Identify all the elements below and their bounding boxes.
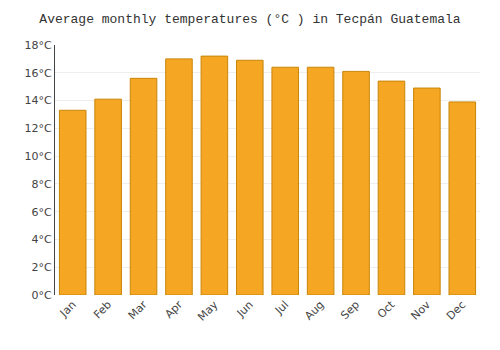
- svg-text:Oct: Oct: [375, 298, 398, 321]
- svg-text:Apr: Apr: [162, 298, 185, 321]
- svg-text:Average monthly temperatures (: Average monthly temperatures (°C ) in Te…: [39, 12, 460, 27]
- svg-text:Sep: Sep: [338, 298, 362, 322]
- svg-text:18°C: 18°C: [25, 39, 52, 52]
- svg-text:12°C: 12°C: [25, 122, 52, 135]
- svg-text:May: May: [195, 298, 221, 324]
- svg-text:Aug: Aug: [302, 298, 326, 322]
- svg-text:Mar: Mar: [126, 298, 150, 322]
- svg-text:4°C: 4°C: [32, 233, 52, 246]
- svg-text:0°C: 0°C: [32, 289, 52, 302]
- svg-text:Feb: Feb: [91, 298, 114, 321]
- svg-text:Jan: Jan: [57, 298, 79, 320]
- svg-text:8°C: 8°C: [32, 178, 52, 191]
- svg-text:Jun: Jun: [234, 298, 256, 320]
- svg-text:16°C: 16°C: [25, 67, 52, 80]
- svg-text:6°C: 6°C: [32, 206, 52, 219]
- svg-text:10°C: 10°C: [25, 150, 52, 163]
- svg-text:Dec: Dec: [444, 298, 468, 322]
- svg-text:14°C: 14°C: [25, 94, 52, 107]
- svg-text:Nov: Nov: [409, 298, 434, 323]
- svg-text:Jul: Jul: [272, 298, 291, 317]
- svg-text:2°C: 2°C: [32, 261, 52, 274]
